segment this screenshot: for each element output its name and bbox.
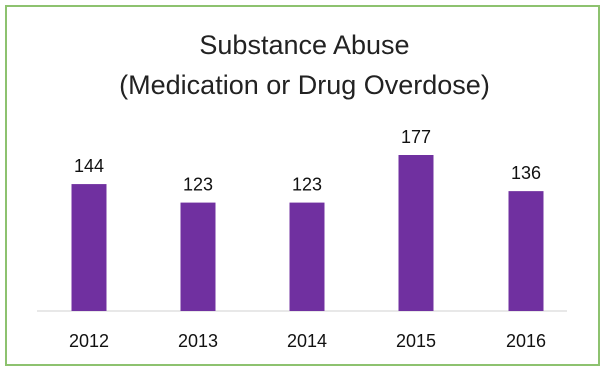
data-label-2012: 144: [74, 156, 104, 176]
data-label-2016: 136: [511, 163, 541, 183]
chart-title-line-2: (Medication or Drug Overdose): [119, 70, 490, 100]
bar-2014: [289, 202, 325, 311]
bars-group: 144 2012 123 2013 123 2014 177 2015 136 2016: [69, 127, 546, 351]
x-tick-label-2013: 2013: [178, 331, 218, 351]
bar-2012: [71, 184, 107, 311]
data-label-2015: 177: [401, 127, 431, 147]
chart-title-line-1: Substance Abuse: [199, 30, 410, 60]
bar-2013: [180, 202, 216, 311]
bar-2015: [398, 155, 434, 311]
bar-2016: [508, 191, 544, 311]
data-label-2013: 123: [183, 175, 213, 195]
x-tick-label-2015: 2015: [396, 331, 436, 351]
x-tick-label-2016: 2016: [506, 331, 546, 351]
x-tick-label-2014: 2014: [287, 331, 327, 351]
data-label-2014: 123: [292, 175, 322, 195]
x-tick-label-2012: 2012: [69, 331, 109, 351]
